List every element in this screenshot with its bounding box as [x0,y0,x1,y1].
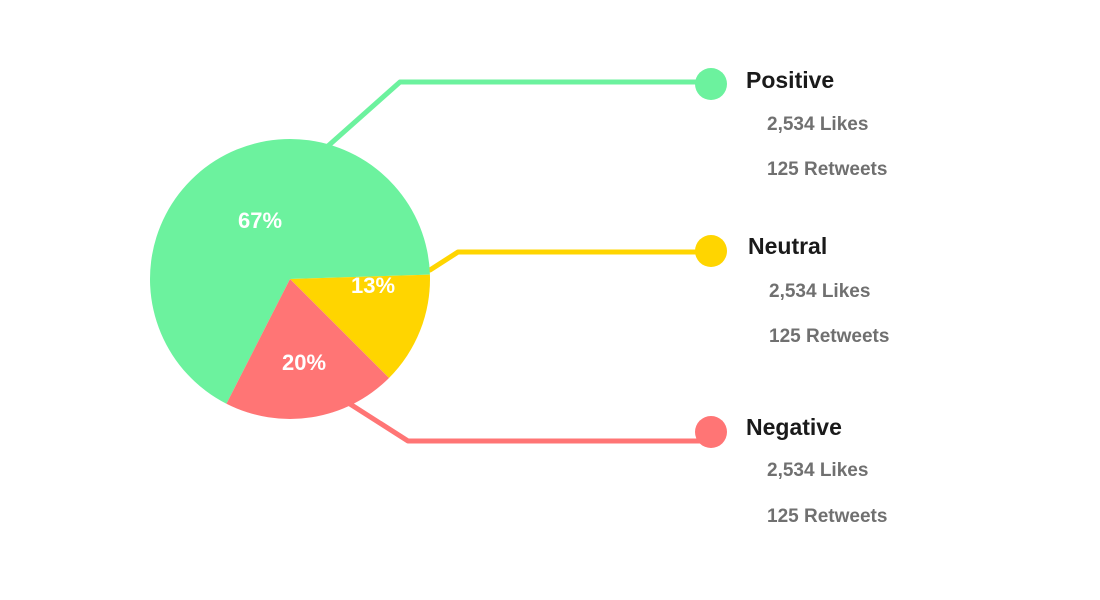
slice-labels: 67% 13% 20% [238,208,395,375]
positive-connector-line [325,79,713,149]
negative-slice [226,279,389,419]
positive-slice-label: 67% [238,208,282,233]
neutral-retweets: 125 Retweets [769,326,889,347]
neutral-legend-title: Neutral [748,233,827,259]
neutral-connector-line [427,249,713,273]
positive-retweets: 125 Retweets [767,159,887,180]
positive-legend-dot [695,68,727,100]
negative-slice-label: 20% [282,350,326,375]
positive-legend-title: Positive [746,67,834,93]
positive-likes: 2,534 Likes [767,114,868,135]
pie [149,138,430,419]
negative-retweets: 125 Retweets [767,506,887,527]
legend: Positive 2,534 Likes 125 Retweets Neutral 2,… [695,67,889,527]
neutral-slice [290,274,430,378]
negative-legend-dot [695,416,727,448]
negative-legend-title: Negative [746,414,842,440]
neutral-legend-dot [695,235,727,267]
negative-likes: 2,534 Likes [767,460,868,481]
neutral-slice-label: 13% [351,273,395,298]
neutral-likes: 2,534 Likes [769,281,870,302]
negative-connector-line [347,401,713,444]
positive-slice [149,138,430,404]
connector-lines [325,79,713,444]
